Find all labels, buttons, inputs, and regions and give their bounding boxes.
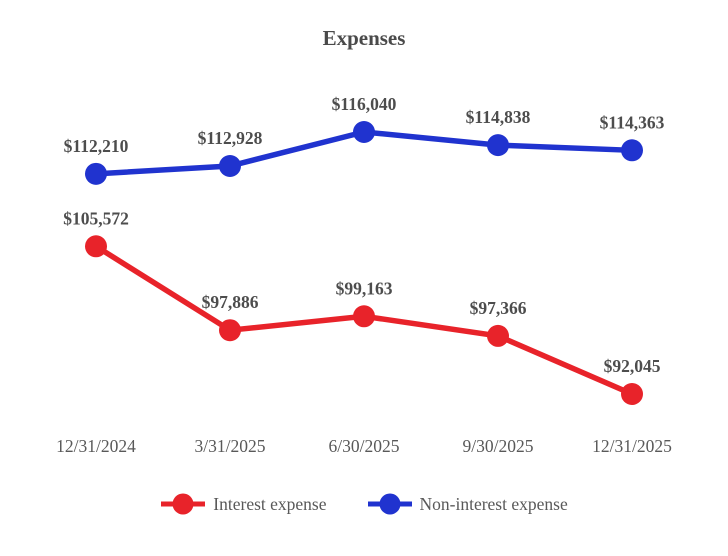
- data-point-label: $114,363: [600, 112, 665, 132]
- data-point-label: $105,572: [63, 208, 129, 228]
- data-point-marker-interest-expense: [219, 319, 241, 342]
- x-axis-label: 3/31/2025: [195, 436, 266, 456]
- data-point-marker-non-interest-expense: [219, 154, 241, 177]
- legend-label: Interest expense: [213, 493, 327, 514]
- legend-label: Non-interest expense: [419, 493, 568, 514]
- data-point-marker-non-interest-expense: [621, 139, 643, 162]
- data-point-marker-interest-expense: [85, 235, 107, 258]
- x-axis-label: 6/30/2025: [329, 436, 400, 456]
- data-point-label: $112,210: [64, 136, 129, 156]
- data-point-label: $99,163: [336, 278, 393, 298]
- plot-area: $105,572 $97,886 $99,163 $97,366 $92,045 $112…: [56, 94, 672, 456]
- legend-item-non-interest-expense: Non-interest expense: [367, 492, 568, 516]
- data-point-marker-interest-expense: [487, 324, 509, 347]
- data-point-marker-non-interest-expense: [487, 134, 509, 157]
- data-point-marker-interest-expense: [621, 383, 643, 405]
- data-point-marker-interest-expense: [353, 305, 375, 328]
- data-point-label: $97,886: [202, 292, 259, 312]
- chart-legend: Interest expense Non-interest expense: [0, 492, 728, 516]
- data-point-marker-non-interest-expense: [353, 121, 375, 143]
- data-point-marker-non-interest-expense: [85, 162, 107, 185]
- legend-marker-icon: [367, 493, 412, 515]
- legend-item-interest-expense: Interest expense: [160, 492, 327, 516]
- chart-title: Expenses: [322, 26, 406, 50]
- x-axis-label: 12/31/2024: [56, 436, 136, 456]
- data-point-label: $92,045: [604, 356, 661, 376]
- data-point-label: $112,928: [198, 128, 263, 148]
- data-point-label: $97,366: [470, 298, 527, 318]
- data-point-label: $114,838: [466, 107, 531, 127]
- data-point-label: $116,040: [332, 94, 397, 114]
- x-axis-label: 12/31/2025: [592, 436, 672, 456]
- x-axis-label: 9/30/2025: [463, 436, 534, 456]
- legend-marker-icon: [161, 493, 206, 515]
